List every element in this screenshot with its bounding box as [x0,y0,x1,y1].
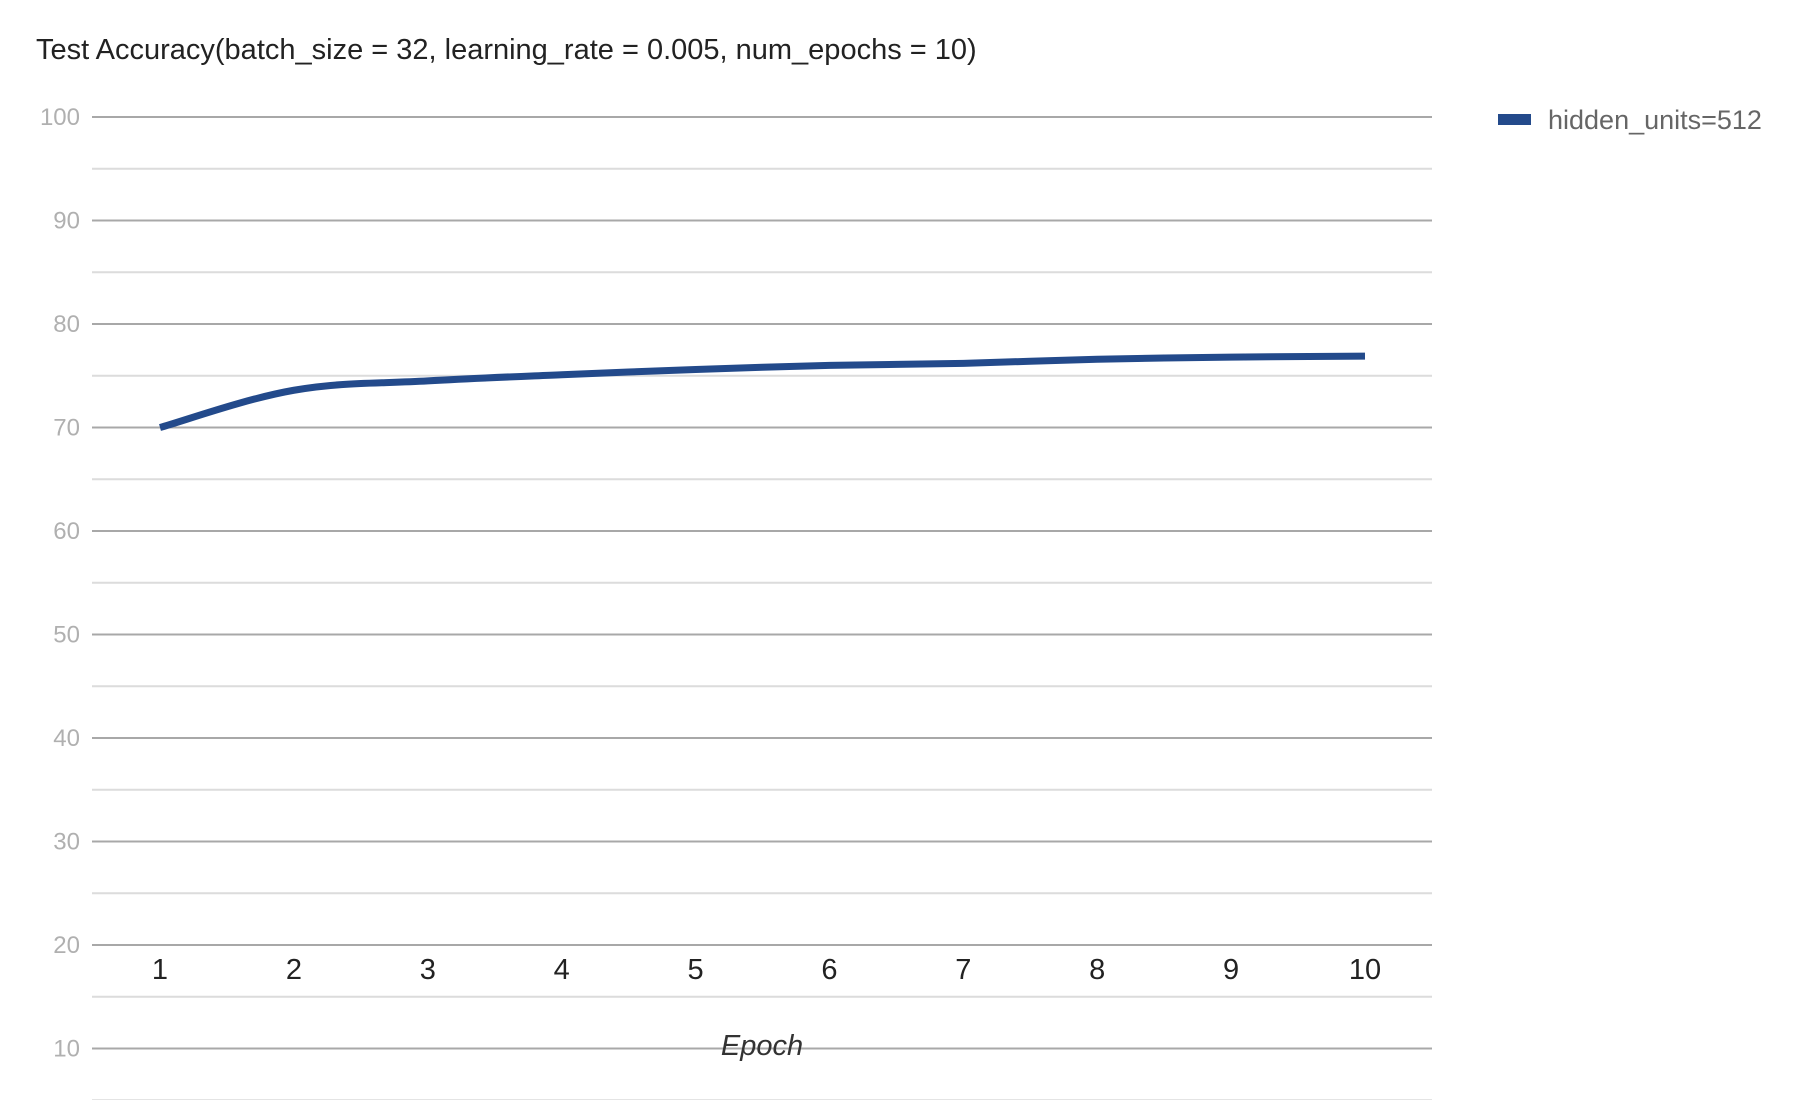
series-layer [157,352,1369,431]
x-tick-label-9: 9 [1223,954,1239,986]
data-point-0-2 [290,387,297,394]
y-tick-label-70: 70 [53,415,80,442]
y-tick-label-60: 60 [53,518,80,545]
x-axis-label: Epoch [721,1030,803,1062]
data-point-0-8 [1094,356,1101,363]
y-tick-label-30: 30 [53,829,80,856]
y-tick-label-90: 90 [53,208,80,235]
data-point-0-5 [692,366,699,373]
data-point-0-6 [826,362,833,369]
x-tick-label-5: 5 [687,954,703,986]
x-tick-label-4: 4 [554,954,570,986]
data-point-0-10 [1362,353,1369,360]
data-point-0-7 [960,360,967,367]
y-tick-label-50: 50 [53,622,80,649]
legend-swatch [1498,114,1531,125]
y-tick-label-20: 20 [53,932,80,959]
data-point-0-9 [1228,354,1235,361]
x-axis-ticks: 1 2 3 4 5 6 7 8 9 10 [152,954,1381,986]
legend-label: hidden_units=512 [1548,105,1762,135]
y-tick-label-40: 40 [53,725,80,752]
series-line-0 [159,352,1366,431]
x-tick-label-8: 8 [1089,954,1105,986]
x-tick-label-2: 2 [286,954,302,986]
x-tick-label-7: 7 [955,954,971,986]
gridlines [92,116,1432,1100]
y-axis-ticks: 10 20 30 40 50 60 70 80 90 100 [40,104,80,1063]
chart-title: Test Accuracy(batch_size = 32, learning_… [36,34,977,66]
data-point-0-4 [558,371,565,378]
x-tick-label-3: 3 [420,954,436,986]
legend: hidden_units=512 [1498,105,1762,135]
y-tick-label-10: 10 [53,1036,80,1063]
x-tick-label-10: 10 [1349,954,1381,986]
data-point-0-3 [424,377,431,384]
y-tick-label-80: 80 [53,311,80,338]
data-point-0-1 [157,424,164,431]
y-tick-label-100: 100 [40,104,80,131]
x-tick-label-1: 1 [152,954,168,986]
x-tick-label-6: 6 [821,954,837,986]
